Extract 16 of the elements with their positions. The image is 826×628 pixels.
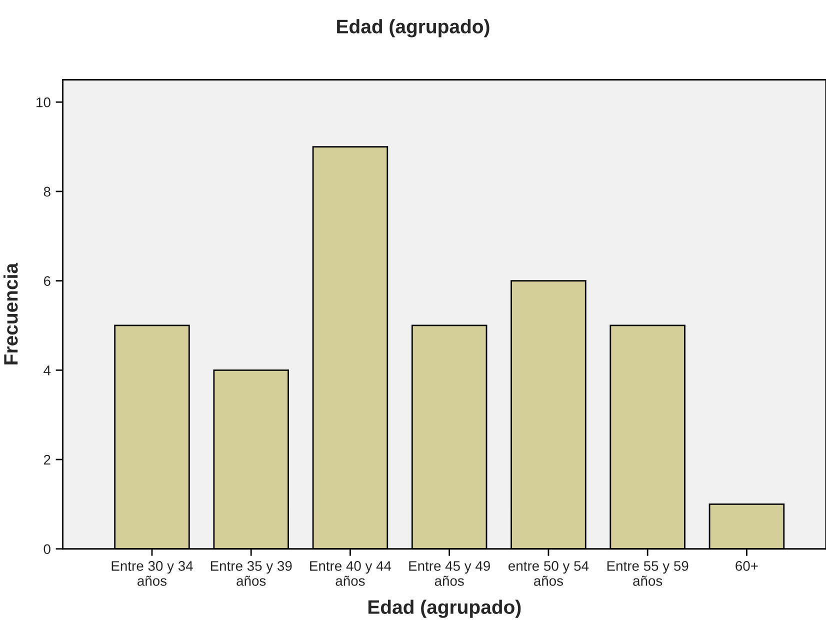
x-axis-title: Edad (agrupado) <box>368 600 521 618</box>
x-tick-label: Entre 45 y 49 años <box>409 561 490 586</box>
x-tick-label: 60+ <box>736 561 758 571</box>
y-tick-label: 0 <box>44 544 50 554</box>
x-tick-label: Entre 40 y 44 años <box>310 561 392 586</box>
chart-title: Edad (agrupado) <box>337 19 490 38</box>
x-tick-label: Entre 30 y 34 años <box>112 561 193 586</box>
y-tick-label: 6 <box>44 276 50 286</box>
y-tick-label: 10 <box>36 97 50 108</box>
y-tick-label: 2 <box>44 454 50 465</box>
x-tick-label: Entre 55 y 59 años <box>607 561 688 586</box>
x-tick-label: entre 50 y 54 años <box>508 561 589 586</box>
y-axis-title: Frecuencia <box>4 262 18 364</box>
y-tick-label: 4 <box>44 366 51 376</box>
x-tick-label: Entre 35 y 39 años <box>210 561 292 586</box>
y-tick-label: 8 <box>44 186 50 197</box>
